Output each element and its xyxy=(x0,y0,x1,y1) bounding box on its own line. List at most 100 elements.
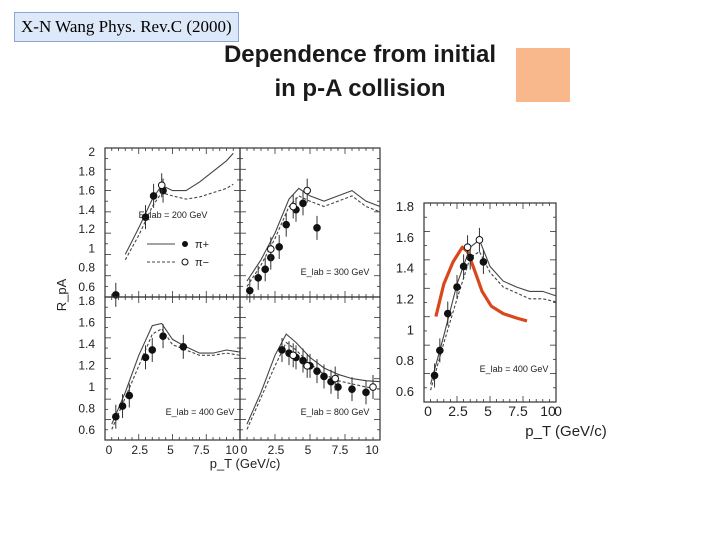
y-tick-label: 0.8 xyxy=(78,402,95,416)
theory-curve-dashed xyxy=(430,250,557,391)
data-point-filled xyxy=(443,309,452,318)
legend-marker-open xyxy=(181,258,189,266)
x-tick-label: 7.5 xyxy=(193,443,210,457)
panel-annotation: E_lab = 200 GeV xyxy=(139,210,208,220)
data-point-filled xyxy=(459,262,468,271)
x-tick-label: 0 xyxy=(424,403,432,419)
theory-curve-solid xyxy=(430,239,557,385)
data-point-filled xyxy=(125,391,134,400)
data-point-open xyxy=(267,245,275,253)
x-tick-label: 2.5 xyxy=(268,443,285,457)
x-tick-label: 0 xyxy=(241,443,248,457)
panel-frame xyxy=(104,296,241,441)
panel-annotation: E_lab = 400 GeV xyxy=(166,407,235,417)
y-tick-label: 1.2 xyxy=(78,359,95,373)
data-point-filled xyxy=(278,346,286,354)
data-point-open xyxy=(369,383,377,391)
red-highlight-curve xyxy=(434,245,528,323)
panel-annotation: E_lab = 800 GeV xyxy=(301,407,370,417)
y-tick-label: 2 xyxy=(88,145,95,159)
legend-entry: π− xyxy=(195,257,209,269)
x-axis-label: p_T (GeV/c) xyxy=(525,423,606,440)
title-line-1: Dependence from initial xyxy=(223,41,497,68)
data-point-filled xyxy=(453,283,461,291)
data-point-filled xyxy=(299,356,307,365)
theory-curve-solid xyxy=(111,322,241,425)
y-tick-label: 1.8 xyxy=(78,294,95,308)
chart-panel-top-right: E_lab = 300 GeV xyxy=(239,147,381,303)
data-point-filled xyxy=(246,286,254,295)
y-tick-label: 1.4 xyxy=(78,337,95,351)
data-point-filled xyxy=(112,412,120,421)
y-tick-label: 1.2 xyxy=(396,292,414,307)
x-tick-label: 2.5 xyxy=(448,403,468,419)
panel-frame xyxy=(104,147,241,298)
data-point-open xyxy=(475,236,484,244)
data-point-open xyxy=(289,351,298,360)
chart-panel-bottom-right: 0 2.5 5 7.5 10 E_lab = 800 GeV xyxy=(239,296,381,457)
data-point-open xyxy=(303,186,312,195)
y-tick-label: 1.6 xyxy=(396,230,414,245)
data-point-open xyxy=(289,202,298,211)
x-tick-label: 5 xyxy=(484,403,492,419)
data-point-filled xyxy=(141,353,150,362)
legend-marker-filled xyxy=(182,241,188,247)
x-tick-label: 10 xyxy=(540,403,556,419)
data-point-filled xyxy=(149,192,158,200)
citation-label: X-N Wang Phys. Rev.C (2000) xyxy=(14,12,239,42)
data-point-open xyxy=(463,243,472,252)
y-tick-label: 1.2 xyxy=(78,222,95,236)
data-point-filled xyxy=(430,371,439,380)
x-tick-label: 7.5 xyxy=(332,443,349,457)
slide-title: Dependence from initial in p-A collision xyxy=(140,38,580,106)
data-point-filled xyxy=(362,388,370,397)
theory-curve-dashed xyxy=(111,328,241,430)
x-tick-label: 0 xyxy=(554,403,562,419)
data-point-filled xyxy=(159,332,167,340)
x-tick-label: 0 xyxy=(106,443,113,457)
panel-annotation: E_lab = 400 GeV xyxy=(480,364,549,374)
x-axis-label: p_T (GeV/c) xyxy=(210,456,281,471)
y-tick-label: 0.6 xyxy=(396,384,414,399)
y-tick-label: 0.8 xyxy=(396,353,414,368)
data-point-filled xyxy=(320,372,328,381)
data-point-filled xyxy=(348,385,356,393)
chart-panel-bottom-left: 1.8 1.6 1.4 1.2 1 0.8 0.6 0 2.5 5 7.5 10p_T (GeV/c)… xyxy=(78,294,280,471)
theory-curve-dashed xyxy=(124,183,234,261)
title-line-2: in p-A collision xyxy=(274,75,446,102)
data-point-open xyxy=(303,362,312,370)
y-tick-label: 0.6 xyxy=(78,423,95,437)
y-tick-label: 1.6 xyxy=(78,184,95,198)
data-point-filled xyxy=(436,346,444,355)
data-point-filled xyxy=(479,258,488,266)
data-point-filled xyxy=(254,274,263,282)
data-point-filled xyxy=(313,224,321,232)
y-tick-label: 0.6 xyxy=(78,280,95,294)
data-point-open xyxy=(331,374,340,383)
y-tick-label: 1.8 xyxy=(78,164,95,178)
legend-entry: π+ xyxy=(195,239,209,251)
data-point-filled xyxy=(141,213,150,221)
decorative-swatch xyxy=(516,48,570,102)
y-tick-label: 0.8 xyxy=(78,261,95,275)
y-tick-label: 1.8 xyxy=(396,199,414,214)
y-tick-label: 1.6 xyxy=(78,316,95,330)
x-tick-label: 10 xyxy=(365,443,379,457)
y-tick-label: 1.4 xyxy=(78,203,95,217)
data-point-filled xyxy=(466,253,475,262)
x-tick-label: 7.5 xyxy=(508,403,528,419)
data-point-open xyxy=(157,181,166,190)
data-point-filled xyxy=(118,402,127,410)
theory-curve-solid xyxy=(124,152,234,255)
data-point-filled xyxy=(275,243,284,251)
y-tick-label: 1 xyxy=(88,241,95,255)
panel-annotation: E_lab = 300 GeV xyxy=(301,267,370,277)
y-tick-label: 1 xyxy=(407,322,414,337)
x-tick-label: 10 xyxy=(225,443,239,457)
y-tick-label: 1 xyxy=(88,380,95,394)
data-point-filled xyxy=(261,265,270,274)
data-point-filled xyxy=(179,342,188,351)
data-point-filled xyxy=(299,199,307,208)
